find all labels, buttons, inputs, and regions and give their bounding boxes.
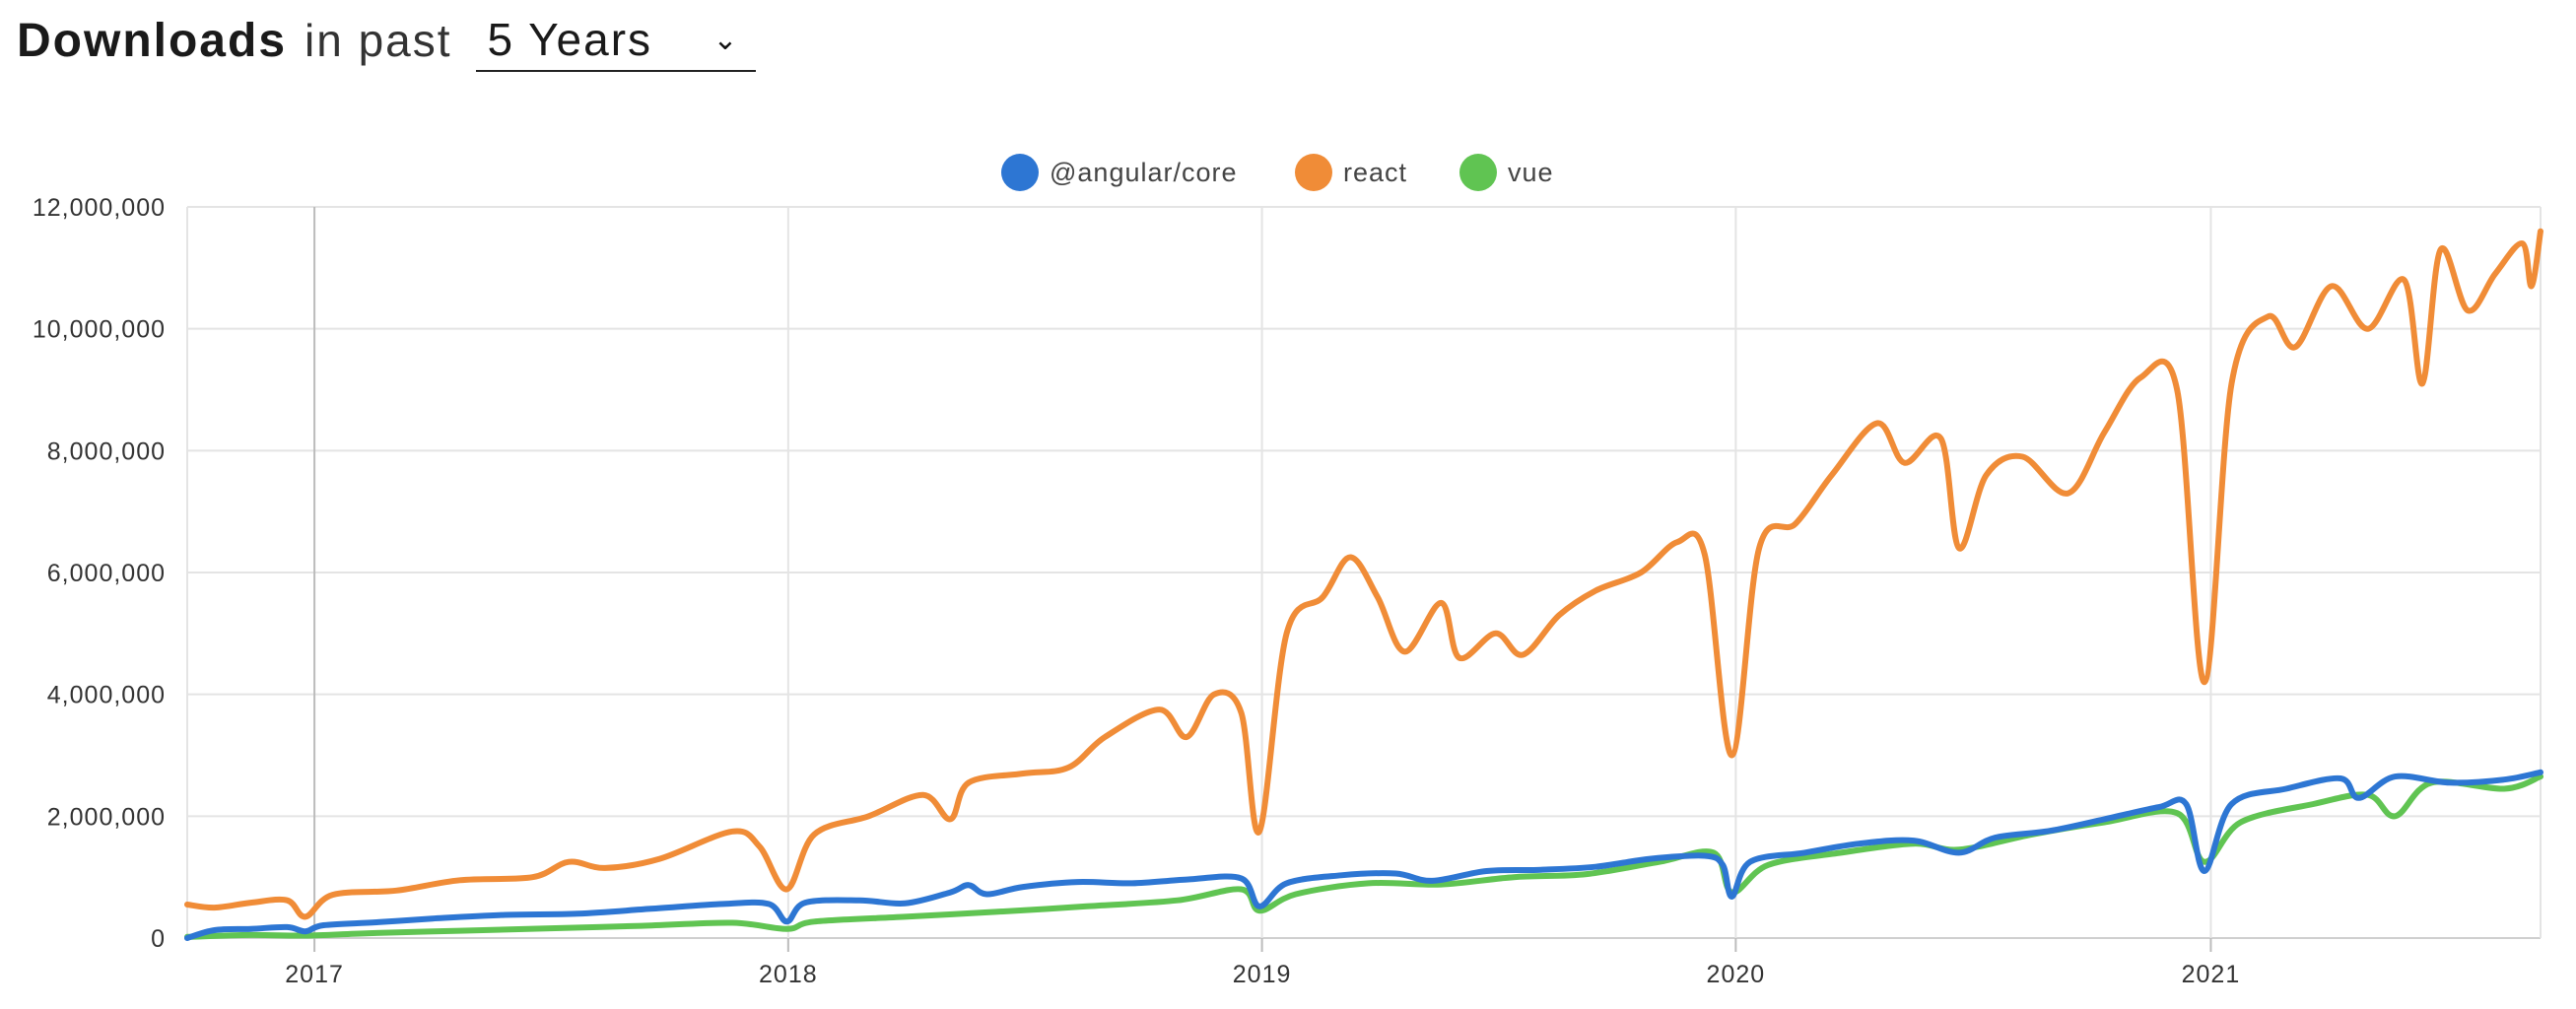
header-subtitle: in past (305, 15, 452, 66)
x-tick-label: 2018 (759, 961, 818, 988)
x-tick-label: 2021 (2182, 961, 2241, 988)
legend-item[interactable]: vue (1459, 154, 1554, 191)
chart-header: Downloads in past 5 Years ⌄ (17, 6, 756, 75)
legend: @angular/core react vue (1001, 154, 1554, 191)
y-tick-label: 2,000,000 (47, 803, 166, 831)
series-line-angular-core (184, 769, 2543, 941)
legend-item[interactable]: react (1295, 154, 1407, 191)
y-tick-label: 8,000,000 (47, 437, 166, 465)
x-tick-label: 2020 (1707, 961, 1766, 988)
period-select-value: 5 Years (487, 14, 653, 65)
y-axis: 0 2,000,000 4,000,000 6,000,000 8,000,000 10,… (33, 194, 166, 953)
legend-label: @angular/core (1050, 158, 1238, 187)
x-tick-label: 2017 (285, 961, 344, 988)
series-lines (184, 228, 2543, 941)
x-axis: 2017 2018 2019 2020 2021 (285, 938, 2241, 988)
period-select[interactable]: 5 Years ⌄ (475, 9, 756, 72)
chevron-down-icon: ⌄ (712, 24, 738, 56)
y-tick-label: 12,000,000 (33, 194, 166, 222)
grid-lines (186, 206, 2542, 939)
series-line-react (184, 228, 2543, 920)
y-tick-label: 0 (151, 925, 166, 953)
legend-item[interactable]: @angular/core (1001, 154, 1238, 191)
legend-swatch (1295, 154, 1332, 191)
y-tick-label: 6,000,000 (47, 560, 166, 587)
legend-label: react (1343, 158, 1407, 187)
x-tick-label: 2019 (1233, 961, 1292, 988)
header-title: Downloads (17, 14, 288, 67)
legend-label: vue (1508, 158, 1554, 187)
legend-swatch (1001, 154, 1039, 191)
y-tick-label: 10,000,000 (33, 316, 166, 344)
y-tick-label: 4,000,000 (47, 682, 166, 709)
legend-swatch (1459, 154, 1497, 191)
